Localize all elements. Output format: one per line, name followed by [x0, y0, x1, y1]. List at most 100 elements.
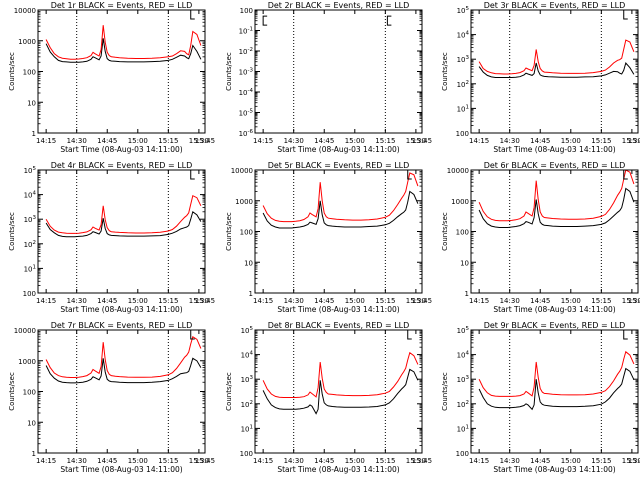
y-tick-label: 104: [241, 351, 254, 360]
x-axis-label: Start Time (08-Aug-03 14:11:00): [277, 145, 399, 154]
y-tick-label: 101: [24, 264, 36, 273]
y-tick-label: 100: [240, 229, 253, 237]
detector-panel-9: Det 9r BLACK = Events, RED = LLD 14:15 14:…: [441, 321, 640, 474]
y-tick-label: 1000: [451, 198, 469, 206]
x-tick-label: 15:00: [345, 137, 365, 145]
series-line-events: [478, 367, 635, 411]
y-tick-label: 10-2: [239, 47, 253, 56]
x-tick-label: 14:30: [284, 137, 304, 145]
time-bracket-marker: [407, 169, 412, 180]
y-axis-label: Counts/sec: [225, 372, 233, 411]
detector-panel-2: Det 2r BLACK = Events, RED = LLD 14:15 14:…: [225, 1, 432, 154]
x-tick-label: 15:30: [189, 137, 209, 145]
x-tick-label: 14:15: [469, 297, 489, 305]
y-tick-label: 102: [457, 400, 469, 409]
y-tick-label: 103: [24, 215, 37, 224]
x-tick-label: 15:15: [591, 457, 611, 465]
x-tick-label: 14:45: [97, 297, 117, 305]
x-tick-label: 14:30: [500, 137, 520, 145]
x-tick-label: 14:15: [469, 137, 489, 145]
time-bracket-marker: [190, 9, 195, 20]
y-tick-label: 10-6: [239, 129, 254, 138]
x-tick-label: 15:45: [195, 457, 215, 465]
panel-title: Det 4r BLACK = Events, RED = LLD: [51, 161, 193, 170]
y-tick-label: 1: [465, 290, 469, 298]
time-bracket-marker: [623, 169, 628, 180]
y-axis-label: Counts/sec: [441, 52, 449, 91]
x-tick-label: 14:45: [314, 137, 334, 145]
y-tick-label: 104: [24, 191, 37, 200]
y-axis-label: Counts/sec: [225, 52, 233, 91]
y-tick-label: 102: [457, 80, 469, 89]
x-tick-label: 14:15: [36, 457, 56, 465]
y-axis-label: Counts/sec: [225, 212, 233, 251]
detector-panel-4: Det 4r BLACK = Events, RED = LLD 14:15 14:…: [8, 161, 215, 314]
y-axis-label: Counts/sec: [441, 212, 449, 251]
x-tick-label: 15:15: [375, 137, 395, 145]
time-bracket-marker: [262, 15, 268, 26]
series-line-lld: [45, 336, 202, 378]
x-tick-label: 14:30: [284, 457, 304, 465]
y-tick-label: 10000: [447, 167, 469, 175]
x-tick-label: 15:15: [375, 297, 395, 305]
series-line-events: [45, 357, 202, 384]
x-tick-label: 15:00: [561, 297, 581, 305]
panel-title: Det 3r BLACK = Events, RED = LLD: [484, 1, 626, 10]
x-tick-label: 15:30: [189, 457, 209, 465]
y-tick-label: 10-5: [239, 109, 254, 118]
y-tick-label: 100: [240, 7, 253, 15]
y-tick-label: 10: [27, 99, 36, 107]
y-tick-label: 100: [240, 450, 253, 458]
x-tick-label: 15:00: [345, 297, 365, 305]
panel-title: Det 5r BLACK = Events, RED = LLD: [268, 161, 410, 170]
x-tick-label: 15:45: [412, 297, 432, 305]
y-tick-label: 1000: [235, 198, 253, 206]
y-tick-label: 102: [24, 240, 36, 249]
x-tick-label: 14:30: [67, 297, 87, 305]
y-axis-label: Counts/sec: [441, 372, 449, 411]
x-tick-label: 15:30: [622, 137, 640, 145]
x-tick-label: 15:30: [406, 297, 426, 305]
x-tick-label: 14:15: [253, 137, 273, 145]
x-tick-label: 14:30: [284, 297, 304, 305]
x-tick-label: 15:30: [189, 297, 209, 305]
x-tick-label: 15:15: [158, 297, 178, 305]
detector-panel-8: Det 8r BLACK = Events, RED = LLD 14:15 14:…: [225, 321, 432, 474]
time-bracket-marker: [623, 9, 628, 20]
x-tick-label: 14:15: [36, 137, 56, 145]
x-tick-label: 14:45: [530, 137, 550, 145]
y-axis-label: Counts/sec: [8, 52, 16, 91]
series-line-events: [262, 368, 419, 415]
y-tick-label: 10: [460, 259, 469, 267]
y-tick-label: 10-4: [239, 88, 254, 97]
y-tick-label: 1000: [18, 358, 36, 366]
x-tick-label: 15:00: [128, 297, 148, 305]
x-tick-label: 15:45: [412, 137, 432, 145]
x-axis-label: Start Time (08-Aug-03 14:11:00): [60, 465, 182, 474]
x-tick-label: 15:00: [561, 457, 581, 465]
x-tick-label: 14:30: [67, 137, 87, 145]
series-line-events: [478, 187, 635, 228]
y-tick-label: 104: [457, 351, 470, 360]
y-tick-label: 10: [244, 259, 253, 267]
x-tick-label: 14:45: [314, 457, 334, 465]
y-tick-label: 100: [456, 130, 469, 138]
x-tick-label: 14:45: [530, 297, 550, 305]
y-tick-label: 100: [456, 450, 469, 458]
x-tick-label: 14:15: [253, 297, 273, 305]
x-tick-label: 14:30: [67, 457, 87, 465]
y-tick-label: 100: [23, 389, 36, 397]
y-tick-label: 101: [457, 424, 469, 433]
y-tick-label: 103: [241, 375, 254, 384]
series-line-lld: [262, 172, 419, 223]
detector-panel-6: Det 6r BLACK = Events, RED = LLD 14:15 14:…: [441, 161, 640, 314]
x-tick-label: 14:15: [36, 297, 56, 305]
y-tick-label: 101: [241, 424, 253, 433]
y-tick-label: 10000: [231, 167, 253, 175]
x-tick-label: 15:30: [622, 297, 640, 305]
x-tick-label: 15:15: [591, 297, 611, 305]
y-tick-label: 100: [23, 290, 36, 298]
series-line-events: [478, 61, 635, 78]
panel-title: Det 9r BLACK = Events, RED = LLD: [484, 321, 626, 330]
x-tick-label: 15:15: [158, 457, 178, 465]
